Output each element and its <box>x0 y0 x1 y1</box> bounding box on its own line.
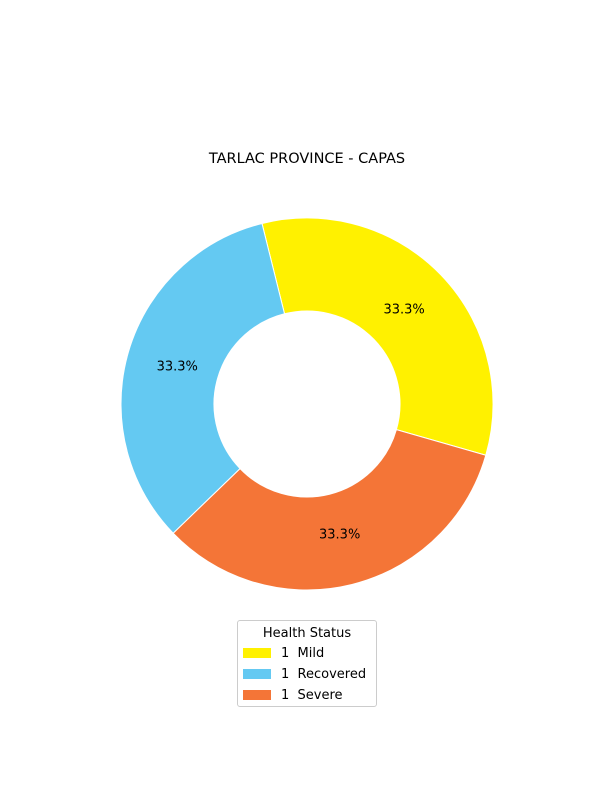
slice-recovered <box>120 222 286 534</box>
legend: Health Status 1 Mild 1 Recovered 1 Severe <box>237 620 377 707</box>
legend-entry-mild: 1 Mild <box>238 643 376 664</box>
legend-swatch-severe <box>243 689 271 700</box>
percent-label-severe: 33.3% <box>319 527 360 542</box>
slice-severe <box>172 429 487 591</box>
legend-label-mild: 1 Mild <box>281 646 325 661</box>
chart-title: TARLAC PROVINCE - CAPAS <box>208 151 405 167</box>
legend-entries: 1 Mild 1 Recovered 1 Severe <box>238 643 376 706</box>
legend-title: Health Status <box>262 626 352 641</box>
legend-swatch-recovered <box>243 668 271 679</box>
legend-swatch-mild <box>243 647 271 658</box>
percent-label-recovered: 33.3% <box>157 359 198 374</box>
percent-label-mild: 33.3% <box>383 303 424 318</box>
legend-label-severe: 1 Severe <box>281 688 343 703</box>
percent-label-group: 33.3% 33.3% 33.3% <box>157 303 425 543</box>
slice-mild <box>261 217 494 456</box>
legend-label-recovered: 1 Recovered <box>281 667 367 682</box>
legend-entry-recovered: 1 Recovered <box>238 664 376 685</box>
legend-entry-severe: 1 Severe <box>238 685 376 706</box>
slice-group <box>120 217 494 591</box>
